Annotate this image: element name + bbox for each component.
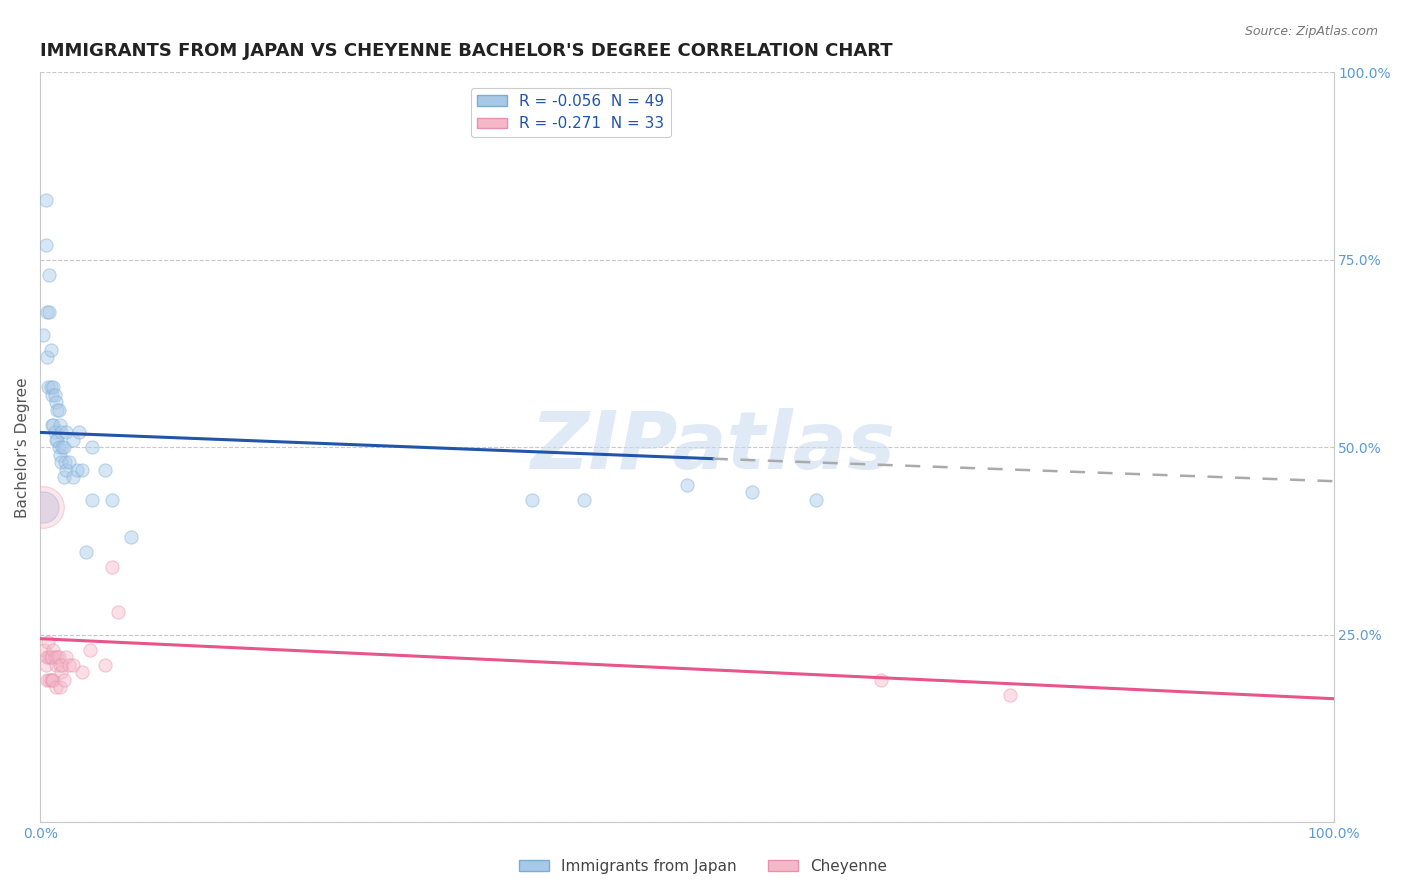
Point xyxy=(520,492,543,507)
Point xyxy=(67,425,90,440)
Point xyxy=(46,433,69,447)
Point xyxy=(51,657,73,672)
Point xyxy=(35,351,58,365)
Point xyxy=(65,463,87,477)
Point xyxy=(38,268,60,282)
Point xyxy=(55,650,77,665)
Point xyxy=(741,485,763,500)
Point xyxy=(100,560,122,574)
Point xyxy=(51,441,73,455)
Point xyxy=(34,657,56,672)
Point xyxy=(55,463,77,477)
Point xyxy=(52,470,75,484)
Point xyxy=(70,463,93,477)
Point xyxy=(39,343,62,357)
Point xyxy=(52,441,75,455)
Point xyxy=(35,650,58,665)
Point xyxy=(62,657,84,672)
Point xyxy=(38,305,60,319)
Point xyxy=(49,681,72,695)
Point xyxy=(45,657,67,672)
Point xyxy=(1000,688,1022,702)
Point xyxy=(34,193,56,207)
Point xyxy=(806,492,828,507)
Point xyxy=(79,643,101,657)
Point xyxy=(41,650,63,665)
Point xyxy=(58,657,80,672)
Point xyxy=(70,665,93,680)
Point xyxy=(35,305,58,319)
Point xyxy=(39,380,62,394)
Point xyxy=(94,657,117,672)
Point xyxy=(870,673,893,687)
Point xyxy=(45,681,67,695)
Point xyxy=(82,492,104,507)
Point xyxy=(62,470,84,484)
Point xyxy=(48,403,70,417)
Text: ZIPatlas: ZIPatlas xyxy=(530,409,896,486)
Point xyxy=(44,650,66,665)
Point xyxy=(37,635,59,649)
Point xyxy=(53,455,76,469)
Point xyxy=(37,380,59,394)
Point xyxy=(100,492,122,507)
Point xyxy=(46,650,69,665)
Point xyxy=(75,545,97,559)
Point xyxy=(49,665,72,680)
Point xyxy=(42,417,65,432)
Point xyxy=(38,650,60,665)
Point xyxy=(34,643,56,657)
Point xyxy=(94,463,117,477)
Point xyxy=(82,441,104,455)
Point xyxy=(35,673,58,687)
Point xyxy=(42,673,65,687)
Point xyxy=(39,673,62,687)
Point xyxy=(34,238,56,252)
Point xyxy=(32,500,55,515)
Point xyxy=(41,417,63,432)
Point xyxy=(49,455,72,469)
Point xyxy=(58,455,80,469)
Point xyxy=(39,650,62,665)
Point xyxy=(46,403,69,417)
Point xyxy=(44,425,66,440)
Point xyxy=(42,380,65,394)
Point xyxy=(62,433,84,447)
Point xyxy=(52,673,75,687)
Point xyxy=(676,478,699,492)
Point xyxy=(32,327,55,342)
Point xyxy=(120,531,142,545)
Point xyxy=(49,657,72,672)
Point xyxy=(42,643,65,657)
Point xyxy=(107,606,129,620)
Y-axis label: Bachelor's Degree: Bachelor's Degree xyxy=(15,377,30,517)
Text: IMMIGRANTS FROM JAPAN VS CHEYENNE BACHELOR'S DEGREE CORRELATION CHART: IMMIGRANTS FROM JAPAN VS CHEYENNE BACHEL… xyxy=(41,42,893,60)
Point xyxy=(45,433,67,447)
Point xyxy=(32,500,55,515)
Point xyxy=(44,388,66,402)
Point xyxy=(41,388,63,402)
Point xyxy=(38,673,60,687)
Legend: R = -0.056  N = 49, R = -0.271  N = 33: R = -0.056 N = 49, R = -0.271 N = 33 xyxy=(471,87,671,137)
Point xyxy=(55,425,77,440)
Point xyxy=(45,395,67,409)
Point xyxy=(572,492,595,507)
Point xyxy=(48,650,70,665)
Text: Source: ZipAtlas.com: Source: ZipAtlas.com xyxy=(1244,25,1378,38)
Legend: Immigrants from Japan, Cheyenne: Immigrants from Japan, Cheyenne xyxy=(513,853,893,880)
Point xyxy=(49,417,72,432)
Point xyxy=(49,448,72,462)
Point xyxy=(41,673,63,687)
Point xyxy=(48,441,70,455)
Point xyxy=(49,425,72,440)
